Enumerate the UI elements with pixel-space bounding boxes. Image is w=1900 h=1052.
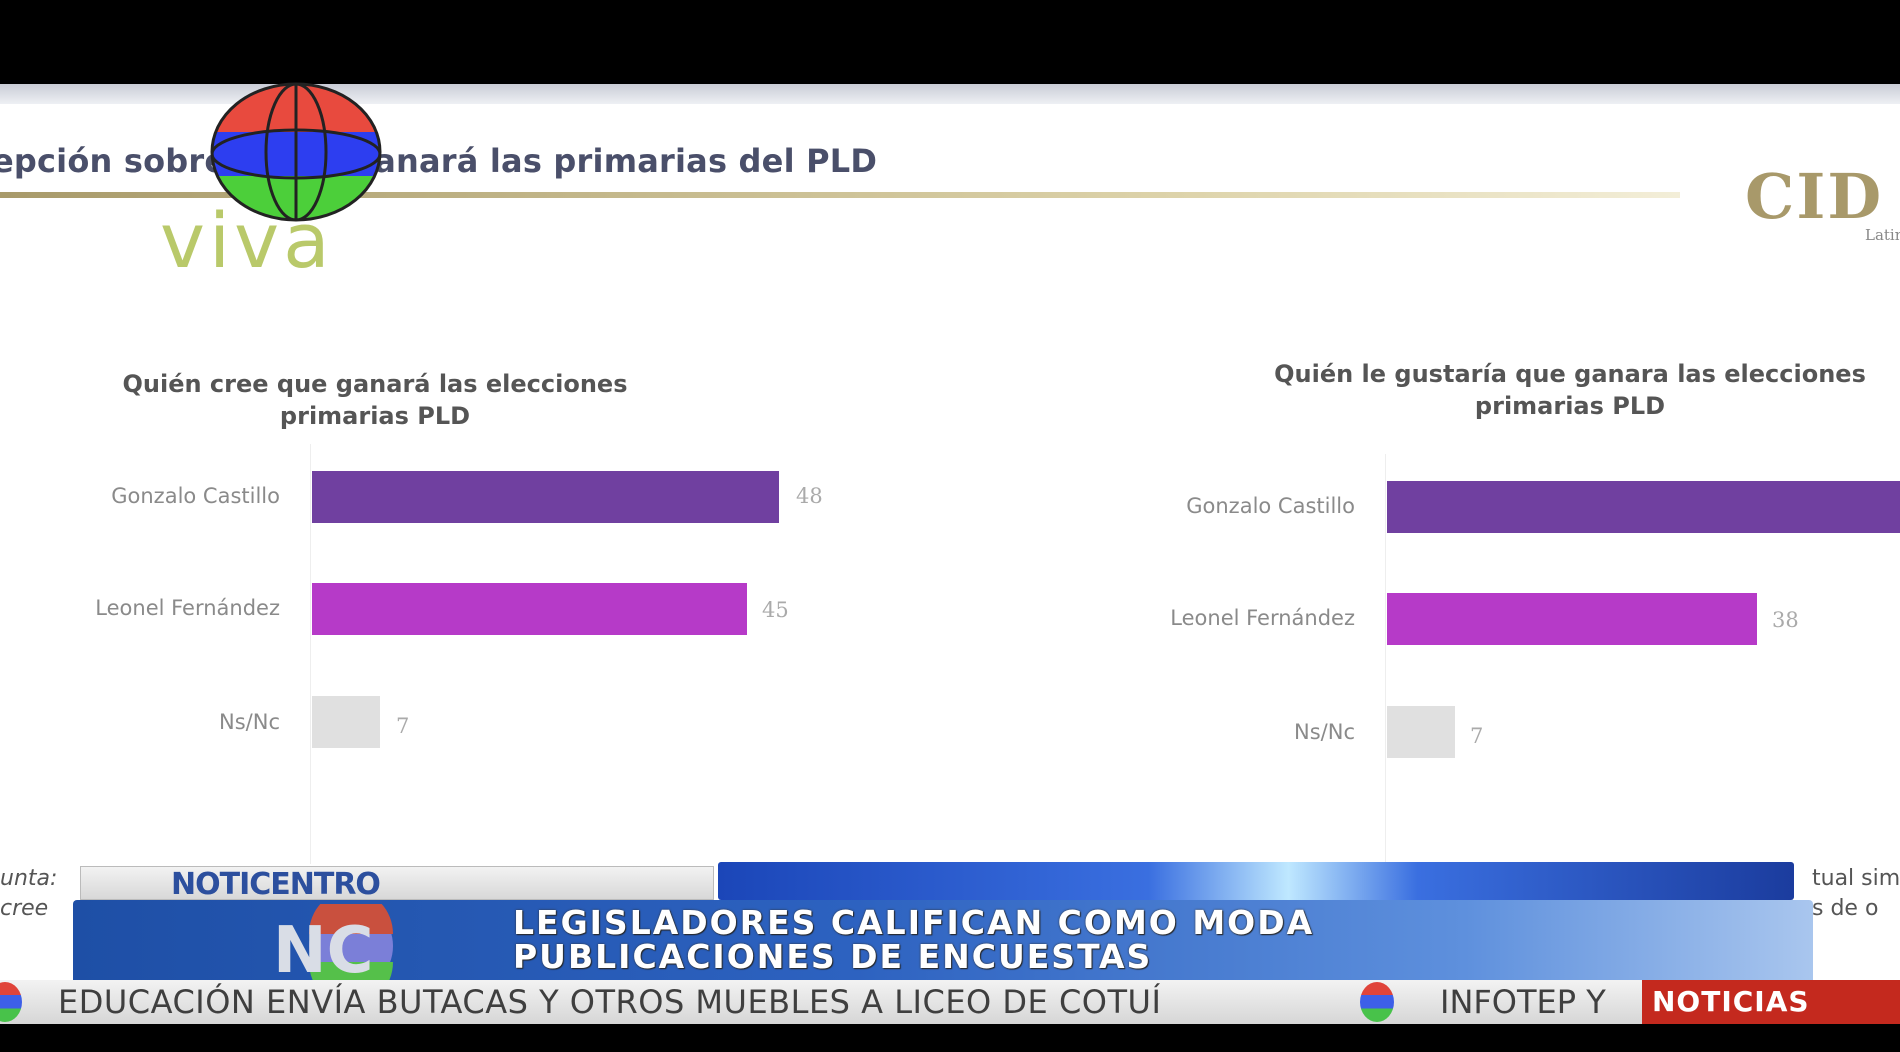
title-divider: [0, 192, 1680, 198]
category-label: Ns/Nc: [1294, 720, 1355, 744]
bar-value: 45: [762, 598, 789, 622]
bar-ns-nc: [1387, 706, 1455, 758]
program-label-bar: NOTICENTRO: [80, 866, 714, 902]
bar-leonel-fernandez: [312, 583, 747, 635]
bar-gonzalo-castillo: [1387, 481, 1900, 533]
headline: LEGISLADORES CALIFICAN COMO MODA PUBLICA…: [513, 906, 1314, 974]
slide-title: epción sobre quién ganará las primarias …: [0, 142, 878, 180]
category-label: Leonel Fernández: [95, 596, 280, 620]
program-label: NOTICENTRO: [171, 867, 381, 902]
headline-line2: PUBLICACIONES DE ENCUESTAS: [513, 937, 1153, 976]
chart-title-line1: Quién le gustaría que ganara las eleccio…: [1274, 360, 1866, 388]
chart-title-line2: primarias PLD: [1474, 392, 1666, 420]
viva-globe-icon: [210, 82, 382, 222]
noticentro-logo-icon: NC: [273, 904, 393, 980]
survey-slide: epción sobre quién ganará las primarias …: [0, 84, 1900, 984]
news-ticker: EDUCACIÓN ENVÍA BUTACAS Y OTROS MUEBLES …: [0, 980, 1900, 1024]
category-label: Gonzalo Castillo: [111, 484, 280, 508]
slide-top-strip: [0, 84, 1900, 104]
footnote-left: unta: cree: [0, 864, 57, 924]
bar-value: 48: [796, 484, 823, 508]
y-axis: [310, 444, 311, 864]
bar-value: 7: [1470, 724, 1484, 748]
ticker-tag: NOTICIAS: [1642, 980, 1900, 1024]
footnote-right: tual sim s de o: [1812, 864, 1900, 924]
category-label: Gonzalo Castillo: [1186, 494, 1355, 518]
headline-line1: LEGISLADORES CALIFICAN COMO MODA: [513, 903, 1315, 942]
footnote-line: unta:: [0, 866, 58, 891]
footnote-line: s de o: [1812, 896, 1879, 921]
cid-logo: CID: [1745, 160, 1884, 233]
chart-title: Quién cree que ganará las elecciones pri…: [60, 368, 690, 432]
chart-title-line1: Quién cree que ganará las elecciones: [122, 370, 628, 398]
lower-third-flare: [718, 862, 1794, 900]
chart-title: Quién le gustaría que ganara las eleccio…: [1220, 358, 1900, 422]
svg-text:NC: NC: [273, 914, 374, 980]
footnote-line: cree: [0, 896, 49, 921]
ticker-item: INFOTEP Y: [1440, 983, 1606, 1021]
ticker-globe-icon: [0, 982, 22, 1022]
category-label: Leonel Fernández: [1170, 606, 1355, 630]
viva-logo-text: viva: [160, 196, 334, 285]
bar-value: 7: [396, 714, 410, 738]
bar-ns-nc: [312, 696, 380, 748]
cid-logo-subtitle: Latino: [1865, 226, 1900, 244]
ticker-item: EDUCACIÓN ENVÍA BUTACAS Y OTROS MUEBLES …: [58, 983, 1162, 1021]
y-axis: [1385, 454, 1386, 874]
chart-title-line2: primarias PLD: [279, 402, 471, 430]
bar-gonzalo-castillo: [312, 471, 779, 523]
footnote-line: tual sim: [1812, 866, 1900, 891]
bar-leonel-fernandez: [1387, 593, 1757, 645]
category-label: Ns/Nc: [219, 710, 280, 734]
headline-box: NC LEGISLADORES CALIFICAN COMO MODA PUBL…: [73, 900, 1813, 980]
bar-value: 38: [1772, 608, 1799, 632]
ticker-globe-icon: [1360, 982, 1394, 1022]
